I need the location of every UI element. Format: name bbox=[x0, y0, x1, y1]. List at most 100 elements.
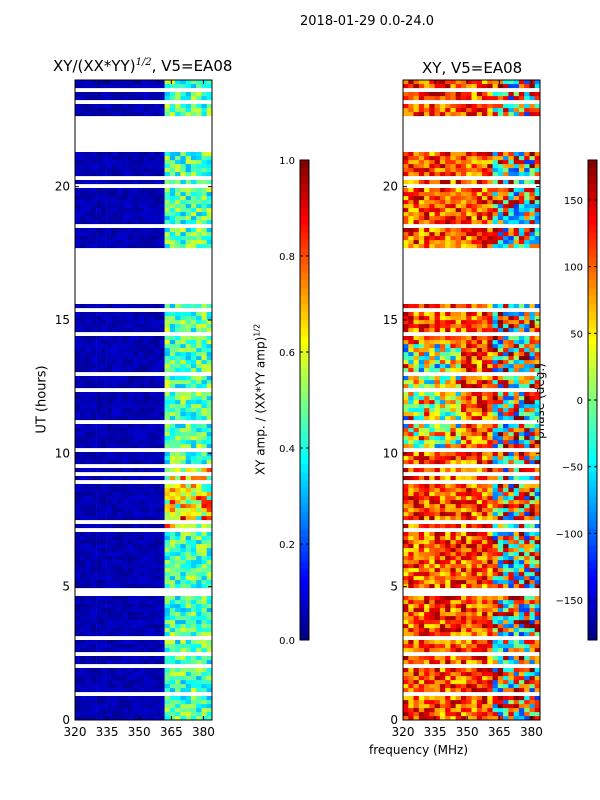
heatmap-cell bbox=[534, 696, 541, 701]
heatmap-cell bbox=[117, 160, 123, 165]
heatmap-cell bbox=[185, 404, 192, 409]
heatmap-cell bbox=[497, 672, 504, 677]
heatmap-cell bbox=[450, 460, 456, 465]
heatmap-cell bbox=[117, 476, 123, 481]
heatmap-cell bbox=[90, 200, 97, 205]
heatmap-cell bbox=[180, 676, 186, 681]
heatmap-cell bbox=[196, 232, 202, 237]
heatmap-cell bbox=[96, 404, 102, 409]
heatmap-cell bbox=[164, 632, 171, 637]
heatmap-cell bbox=[429, 488, 435, 493]
heatmap-cell bbox=[85, 396, 92, 401]
heatmap-cell bbox=[461, 508, 467, 513]
colorbar-segment bbox=[300, 440, 309, 449]
heatmap-cell bbox=[164, 112, 171, 117]
heatmap-cell bbox=[408, 512, 414, 517]
heatmap-cell bbox=[418, 536, 425, 541]
heatmap-cell bbox=[80, 324, 86, 329]
heatmap-cell bbox=[196, 708, 202, 713]
heatmap-cell bbox=[518, 644, 525, 649]
heatmap-cell bbox=[133, 532, 139, 537]
heatmap-cell bbox=[513, 628, 520, 633]
heatmap-cell bbox=[461, 432, 467, 437]
heatmap-cell bbox=[106, 200, 113, 205]
heatmap-cell bbox=[111, 556, 118, 561]
heatmap-cell bbox=[424, 668, 430, 673]
heatmap-cell bbox=[154, 384, 160, 389]
heatmap-cell bbox=[408, 668, 414, 673]
heatmap-cell bbox=[133, 328, 139, 333]
heatmap-cell bbox=[196, 600, 202, 605]
heatmap-cell bbox=[148, 676, 155, 681]
heatmap-cell bbox=[471, 536, 478, 541]
heatmap-cell bbox=[201, 544, 208, 549]
heatmap-cell bbox=[497, 640, 504, 645]
heatmap-cell bbox=[418, 476, 425, 481]
colorbar-segment bbox=[300, 576, 309, 585]
heatmap-cell bbox=[75, 504, 81, 509]
heatmap-cell bbox=[190, 180, 197, 185]
heatmap-cell bbox=[133, 384, 139, 389]
heatmap-cell bbox=[133, 460, 139, 465]
heatmap-cell bbox=[508, 644, 514, 649]
heatmap-cell bbox=[75, 708, 81, 713]
heatmap-cell bbox=[159, 456, 165, 461]
heatmap-cell bbox=[434, 532, 441, 537]
heatmap-cell bbox=[185, 96, 192, 101]
heatmap-cell bbox=[127, 108, 134, 113]
heatmap-cell bbox=[111, 616, 118, 621]
heatmap-cell bbox=[133, 556, 139, 561]
heatmap-cell bbox=[90, 336, 97, 341]
heatmap-cell bbox=[529, 580, 536, 585]
heatmap-cell bbox=[466, 508, 472, 513]
heatmap-cell bbox=[75, 608, 81, 613]
heatmap-cell bbox=[159, 108, 165, 113]
heatmap-cell bbox=[185, 516, 192, 521]
heatmap-cell bbox=[196, 220, 202, 225]
heatmap-cell bbox=[461, 700, 467, 705]
heatmap-cell bbox=[529, 408, 536, 413]
heatmap-cell bbox=[196, 568, 202, 573]
heatmap-cell bbox=[418, 560, 425, 565]
heatmap-cell bbox=[96, 608, 102, 613]
heatmap-cell bbox=[413, 620, 420, 625]
heatmap-cell bbox=[445, 680, 451, 685]
heatmap-cell bbox=[196, 320, 202, 325]
heatmap-cell bbox=[518, 604, 525, 609]
heatmap-cell bbox=[127, 352, 134, 357]
heatmap-cell bbox=[148, 236, 155, 241]
heatmap-cell bbox=[101, 616, 107, 621]
heatmap-cell bbox=[466, 696, 472, 701]
heatmap-cell bbox=[196, 640, 202, 645]
heatmap-cell bbox=[445, 552, 451, 557]
heatmap-cell bbox=[85, 624, 92, 629]
heatmap-cell bbox=[190, 624, 197, 629]
heatmap-cell bbox=[445, 484, 451, 489]
heatmap-cell bbox=[439, 712, 446, 717]
heatmap-cell bbox=[90, 716, 97, 721]
heatmap-cell bbox=[445, 512, 451, 517]
heatmap-cell bbox=[180, 620, 186, 625]
heatmap-cell bbox=[180, 608, 186, 613]
heatmap-cell bbox=[190, 344, 197, 349]
heatmap-cell bbox=[111, 432, 118, 437]
heatmap-cell bbox=[497, 584, 504, 589]
heatmap-cell bbox=[154, 356, 160, 361]
heatmap-cell bbox=[111, 192, 118, 197]
heatmap-cell bbox=[429, 648, 435, 653]
heatmap-cell bbox=[148, 196, 155, 201]
heatmap-cell bbox=[164, 240, 171, 245]
heatmap-cell bbox=[201, 376, 208, 381]
colorbar-segment bbox=[300, 288, 309, 297]
heatmap-cell bbox=[503, 624, 509, 629]
heatmap-cell bbox=[96, 712, 102, 717]
heatmap-cell bbox=[403, 560, 409, 565]
heatmap-cell bbox=[476, 400, 483, 405]
heatmap-cell bbox=[106, 92, 113, 97]
heatmap-cell bbox=[106, 380, 113, 385]
heatmap-cell bbox=[534, 624, 541, 629]
heatmap-cell bbox=[175, 356, 181, 361]
heatmap-cell bbox=[164, 416, 171, 421]
heatmap-cell bbox=[445, 660, 451, 665]
heatmap-cell bbox=[206, 624, 213, 629]
